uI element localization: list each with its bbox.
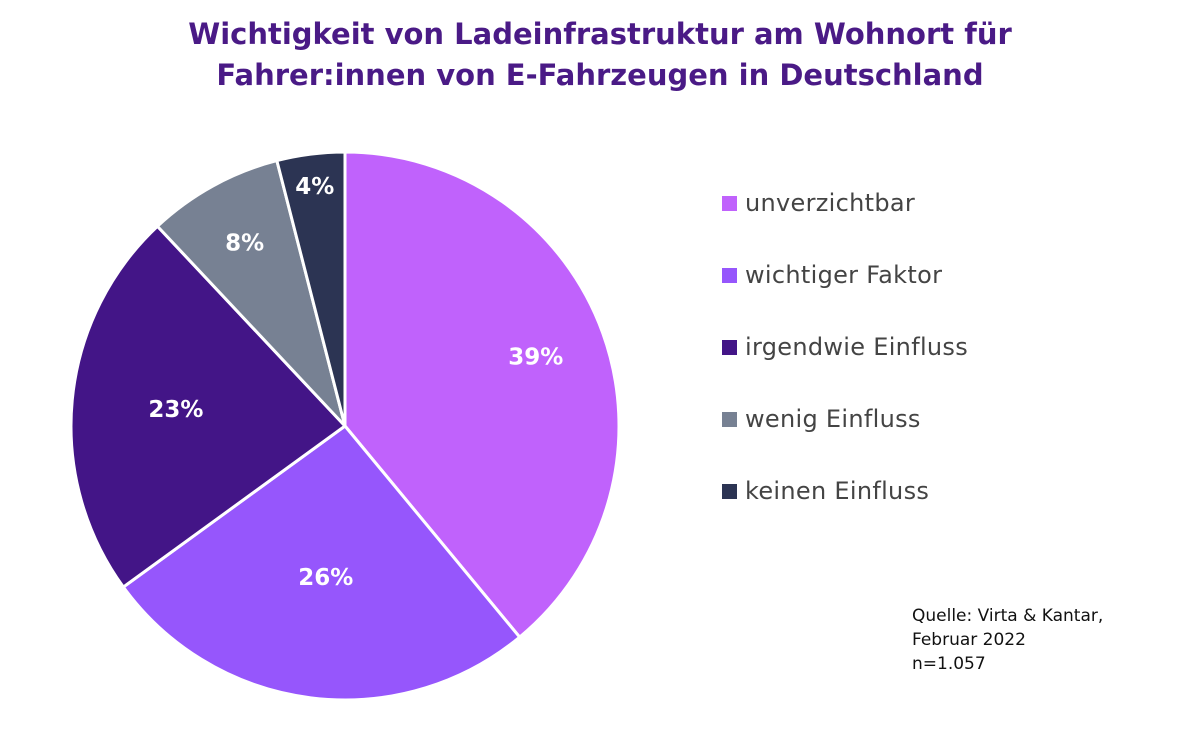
pie-slice-keinen-einfluss [275,150,347,428]
legend-item-wichtiger-faktor: wichtiger Faktor [722,230,968,320]
pie-label-unverzichtbar: 39% [508,344,563,370]
pie-label-wenig-einfluss: 8% [225,231,264,257]
legend-label-irgendwie-einfluss: irgendwie Einfluss [745,333,969,361]
legend-swatch-wichtiger-faktor [722,267,737,283]
legend-label-keinen-einfluss: keinen Einfluss [745,477,930,505]
pie-slice-wenig-einfluss [155,159,347,428]
legend-swatch-unverzichtbar [722,195,737,211]
pie-label-wichtiger-faktor: 26% [298,565,353,591]
pie-chart: 39% 26% 23% 8% 4% [69,150,621,702]
chart-title-line-2: Fahrer:innen von E-Fahrzeugen in Deutsch… [216,58,984,92]
legend-item-unverzichtbar: unverzichtbar [722,158,968,248]
chart-title: Wichtigkeit von Ladeinfrastruktur am Woh… [0,14,1200,96]
legend-item-irgendwie-einfluss: irgendwie Einfluss [722,302,968,392]
legend-swatch-wenig-einfluss [722,411,737,427]
source-line-2: Februar 2022 [912,630,1026,650]
pie-slice-wichtiger-faktor [121,424,522,702]
pie-slice-irgendwie-einfluss [69,224,347,589]
legend-item-wenig-einfluss: wenig Einfluss [722,374,968,464]
source-line-3: n=1.057 [912,654,986,674]
legend-label-wichtiger-faktor: wichtiger Faktor [745,261,943,289]
legend-item-keinen-einfluss: keinen Einfluss [722,446,968,536]
chart-title-line-1: Wichtigkeit von Ladeinfrastruktur am Woh… [188,17,1012,51]
legend-label-wenig-einfluss: wenig Einfluss [745,405,921,433]
legend-label-unverzichtbar: unverzichtbar [745,189,916,217]
legend-swatch-keinen-einfluss [722,483,737,499]
pie-slice-unverzichtbar [343,150,621,639]
legend-swatch-irgendwie-einfluss [722,339,737,355]
pie-label-keinen-einfluss: 4% [295,174,334,200]
source-note: Quelle: Virta & Kantar, Februar 2022 n=1… [912,604,1103,676]
legend: unverzichtbar wichtiger Faktor irgendwie… [722,158,968,536]
pie-label-irgendwie-einfluss: 23% [148,397,203,423]
source-line-1: Quelle: Virta & Kantar, [912,606,1104,626]
